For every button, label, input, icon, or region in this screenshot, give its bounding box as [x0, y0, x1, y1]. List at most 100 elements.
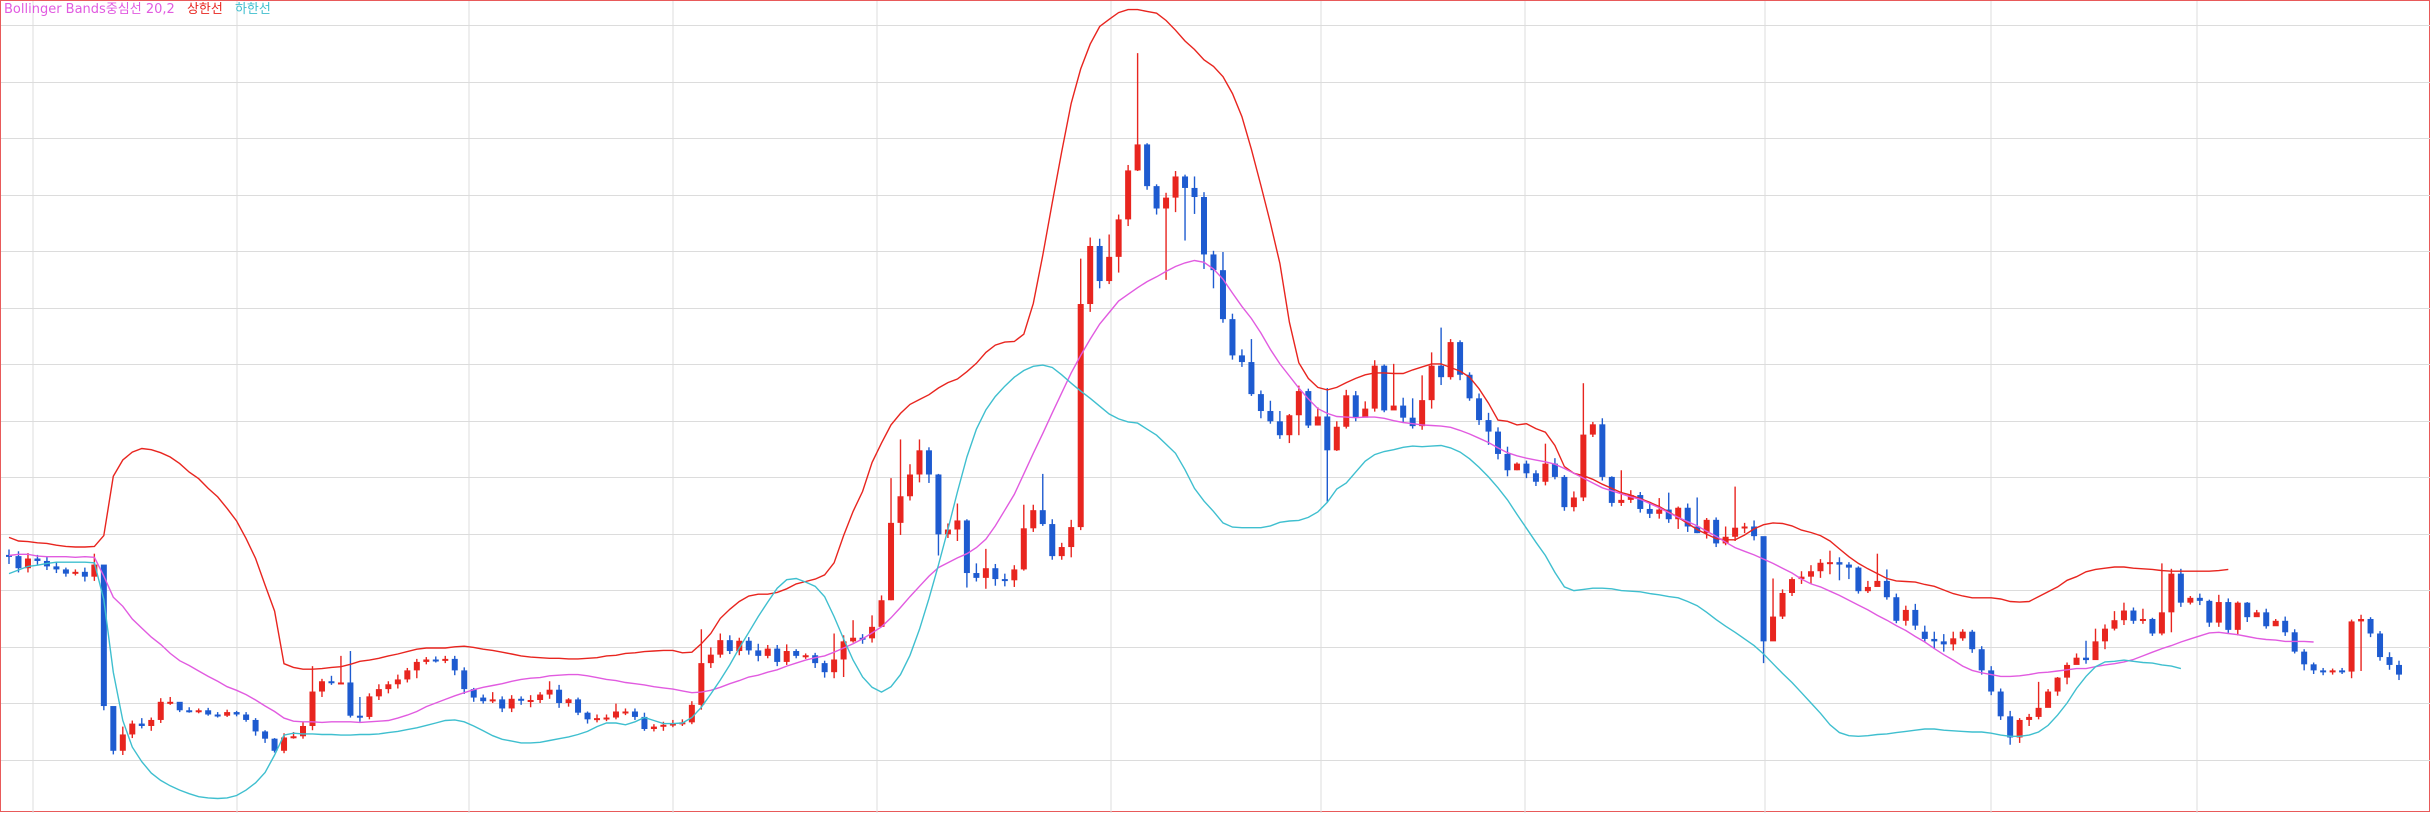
candle	[2130, 607, 2137, 624]
candle-body	[1523, 463, 1530, 474]
candle-body	[1409, 417, 1416, 427]
candle	[2158, 563, 2165, 636]
candle-body	[34, 558, 41, 561]
candle	[1343, 389, 1350, 429]
candle	[2215, 594, 2222, 627]
candle	[1229, 313, 1236, 360]
candle	[461, 667, 468, 694]
candle	[423, 657, 430, 665]
candle	[451, 655, 458, 676]
candle-body	[1106, 256, 1113, 282]
candle	[1646, 504, 1653, 519]
candle	[375, 684, 382, 700]
candle	[1760, 536, 1767, 664]
candle-body	[1618, 499, 1625, 503]
candle	[2092, 628, 2099, 661]
candle-body	[925, 450, 932, 475]
candle	[2177, 568, 2184, 607]
candle	[2054, 677, 2061, 696]
candle	[72, 569, 79, 576]
candle-body	[1020, 528, 1027, 570]
candle	[2026, 713, 2033, 726]
candle	[1495, 427, 1502, 460]
candle-body	[1864, 586, 1871, 592]
candle	[1314, 407, 1321, 426]
legend-indicator-name: Bollinger Bands	[4, 2, 106, 17]
candle	[707, 647, 714, 668]
candle-body	[1912, 609, 1919, 626]
candle-body	[2026, 716, 2033, 720]
candle-body	[1163, 197, 1170, 209]
candle	[992, 563, 999, 586]
candle-body	[470, 689, 477, 698]
candle-body	[1713, 519, 1720, 544]
candle-body	[385, 684, 392, 690]
candle	[1589, 421, 1596, 438]
candle	[1950, 631, 1957, 651]
candle	[745, 637, 752, 655]
candle-body	[1049, 524, 1056, 557]
candle-body	[205, 710, 212, 715]
legend-middle-band: 중심선 20,2	[105, 2, 175, 17]
candle-body	[91, 564, 98, 577]
candle	[1637, 492, 1644, 513]
candle	[6, 549, 12, 564]
candle	[1476, 393, 1483, 425]
candle-body	[584, 712, 591, 720]
candle-body	[2083, 657, 2090, 661]
candle-body	[1760, 536, 1767, 642]
candle-body	[888, 522, 895, 601]
candle	[195, 708, 202, 714]
candle	[537, 692, 544, 704]
candle-body	[195, 710, 202, 713]
candle	[2225, 598, 2232, 633]
candle	[53, 562, 60, 574]
candle	[2263, 608, 2270, 629]
candle	[698, 629, 705, 710]
candle	[1532, 470, 1539, 486]
candle	[205, 707, 212, 716]
candle-body	[2101, 628, 2108, 642]
candle	[252, 718, 259, 736]
candle-body	[62, 569, 69, 574]
candle	[1438, 327, 1445, 386]
candle-body	[1229, 319, 1236, 356]
candle-body	[2282, 620, 2289, 633]
candle	[489, 692, 496, 704]
candle	[869, 615, 876, 643]
candle	[157, 698, 164, 723]
candle	[2348, 619, 2355, 679]
candle	[1144, 143, 1151, 190]
candle	[736, 637, 743, 656]
candle-body	[1087, 245, 1094, 305]
candle-body	[2016, 719, 2023, 738]
candle-body	[878, 600, 885, 627]
candle	[2120, 602, 2127, 626]
candle	[1864, 580, 1871, 593]
candle-body	[138, 723, 145, 726]
candle	[2301, 649, 2308, 671]
candle	[2149, 617, 2156, 636]
candle-body	[1371, 365, 1378, 409]
candle-body	[100, 564, 107, 707]
candle	[982, 548, 989, 589]
candle-body	[707, 654, 714, 664]
candle-body	[1779, 592, 1786, 617]
candle	[1618, 470, 1625, 506]
candle-body	[2073, 657, 2080, 665]
candle-body	[698, 663, 705, 705]
candle	[1248, 339, 1255, 396]
candle	[2339, 667, 2346, 674]
candle-body	[24, 558, 31, 569]
candle-body	[2386, 657, 2393, 665]
candle	[1001, 573, 1008, 587]
candle-body	[2177, 573, 2184, 603]
candle-body	[1741, 526, 1748, 529]
candle	[1921, 625, 1928, 642]
candle-body	[1751, 526, 1758, 537]
candle	[1324, 388, 1331, 502]
candle-body	[812, 655, 819, 664]
candle	[546, 681, 553, 699]
